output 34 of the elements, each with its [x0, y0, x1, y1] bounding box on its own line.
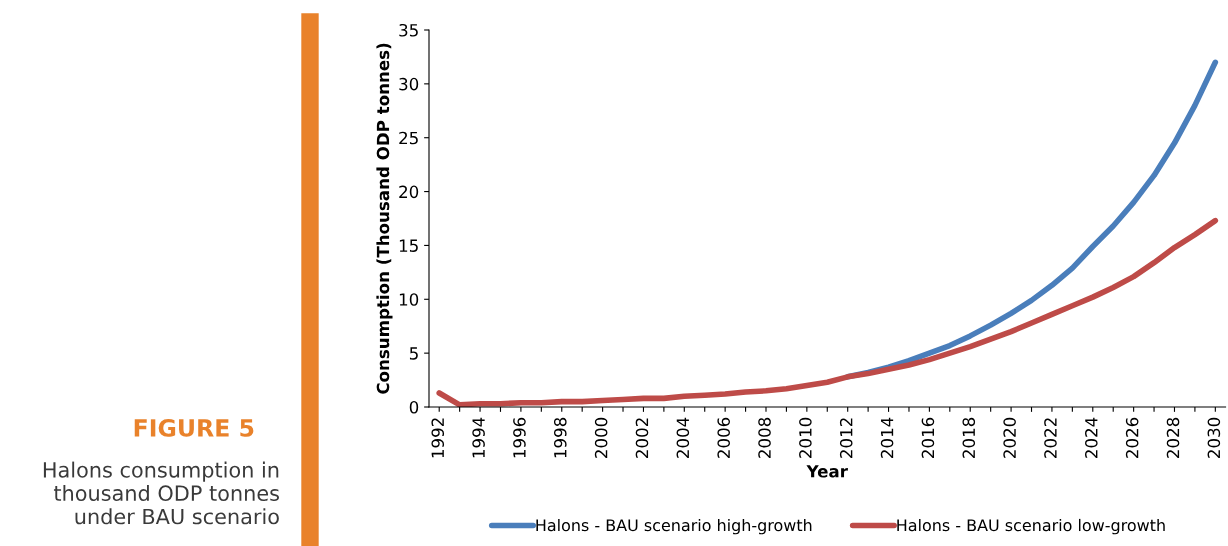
y-tick-label: 5	[409, 347, 418, 360]
text: Halons consumption in thousand ODP tonnes under BAU scenario	[43, 461, 279, 525]
x-tick-label: 2030	[1207, 417, 1221, 458]
x-tick-label: 2022	[1044, 418, 1057, 458]
x-axis-title: Year	[806, 465, 848, 478]
x-tick-label: 2004	[676, 417, 690, 458]
x-tick-label: 2008	[758, 417, 771, 458]
y-tick-label: 30	[399, 77, 419, 91]
legend-label: Halons - BAU scenario low-growth	[897, 518, 1165, 535]
y-tick-label: 20	[399, 185, 419, 199]
legend-label: Halons - BAU scenario high-growth	[536, 518, 812, 535]
x-tick-label: 2026	[1125, 417, 1139, 458]
x-tick-label: 2016	[921, 417, 935, 458]
y-tick-label: 15	[399, 239, 418, 252]
x-tick-label: 1996	[513, 417, 526, 458]
x-tick-label: 2014	[880, 417, 894, 458]
x-tick-label: 2002	[635, 418, 649, 458]
y-tick-label: 25	[399, 131, 418, 145]
x-tick-label: 2020	[1003, 417, 1016, 458]
y-tick-label: 35	[399, 23, 418, 37]
y-tick-label: 10	[399, 293, 419, 306]
x-tick-label: 2028	[1166, 417, 1180, 458]
y-axis-title: Consumption (Thousand ODP tonnes)	[376, 43, 393, 394]
x-tick-label: 1992	[431, 418, 445, 458]
x-tick-label: 2000	[594, 417, 608, 458]
x-tick-label: 1998	[553, 417, 567, 458]
x-tick-label: 1994	[472, 417, 485, 458]
x-tick-label: 2024	[1085, 417, 1098, 458]
x-tick-label: 2010	[799, 417, 812, 458]
x-tick-label: 2006	[717, 417, 730, 458]
caption: FIGURE 5	[134, 418, 254, 437]
x-tick-label: 2012	[839, 418, 853, 458]
y-tick-label: 0	[409, 400, 419, 414]
x-tick-label: 2018	[962, 417, 976, 458]
